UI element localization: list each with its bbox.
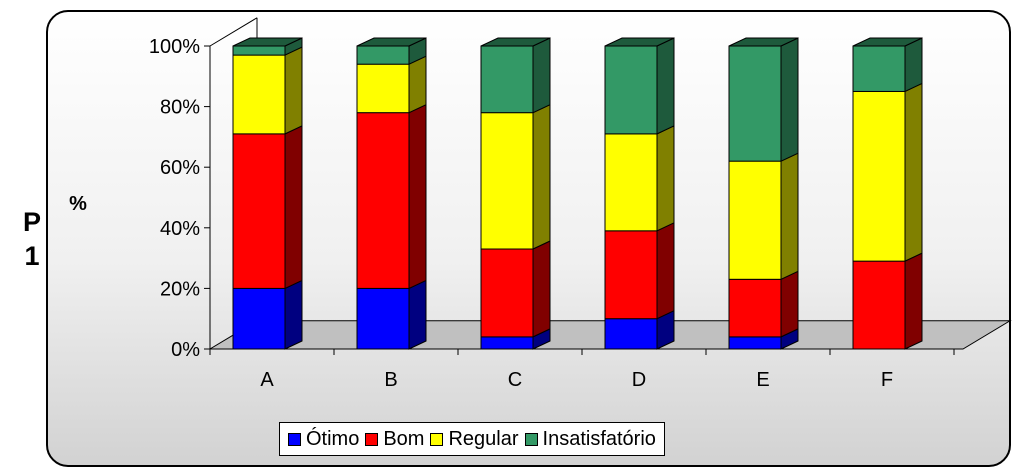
bar-c-regular	[480, 112, 534, 250]
legend: Ótimo Bom Regular Insatisfatório	[279, 422, 665, 456]
legend-swatch-otimo	[288, 432, 301, 446]
bar-d-bom-side	[656, 222, 675, 320]
bar-f-bom-side	[904, 252, 923, 350]
legend-swatch-bom	[365, 432, 379, 446]
bar-e-bom-side	[780, 270, 799, 338]
legend-swatch-insatisfatorio	[524, 432, 538, 446]
bar-stack-a	[232, 37, 303, 350]
bar-a-bom	[232, 133, 286, 289]
legend-swatch-regular	[430, 432, 444, 446]
x-tick-label: D	[632, 369, 646, 391]
side-label-line-2: 1	[24, 241, 40, 271]
bar-f-insatisfatorio	[852, 45, 906, 92]
bar-d-regular-side	[656, 125, 675, 232]
x-tick-label: B	[384, 369, 397, 391]
bar-stack-b	[356, 37, 427, 350]
y-axis-label: %	[69, 193, 87, 215]
y-tick-label: 60%	[160, 157, 200, 179]
y-tick-label: 0%	[171, 339, 200, 361]
bar-a-otimo	[232, 287, 286, 350]
bar-f-regular-side	[904, 82, 923, 262]
legend-label-insatisfatorio: Insatisfatório	[542, 427, 656, 450]
bar-e-insatisfatorio	[728, 45, 782, 162]
bar-f-top	[852, 37, 923, 47]
y-tick-label: 40%	[160, 218, 200, 240]
legend-label-bom: Bom	[383, 427, 425, 450]
bar-c-regular-side	[532, 103, 551, 250]
side-label-line-1: P	[22, 207, 41, 237]
bar-a-top	[232, 37, 303, 47]
bar-c-bom-side	[532, 240, 551, 338]
x-tick-label: E	[756, 369, 769, 391]
bar-e-bom	[728, 278, 782, 338]
bar-c-bom	[480, 248, 534, 338]
bar-b-top	[356, 37, 427, 47]
bar-d-regular	[604, 133, 658, 232]
bar-a-regular	[232, 54, 286, 135]
bar-stack-d	[604, 37, 675, 350]
legend-label-regular: Regular	[448, 427, 519, 450]
bar-e-top	[728, 37, 799, 47]
bar-f-bom	[852, 260, 906, 350]
bar-a-otimo-side	[284, 279, 303, 350]
bar-d-insatisfatorio	[604, 45, 658, 135]
bar-b-otimo	[356, 287, 410, 350]
bar-e-otimo	[728, 336, 782, 350]
bar-c-insatisfatorio-side	[532, 37, 551, 114]
bar-d-bom	[604, 230, 658, 320]
x-tick-label: F	[881, 369, 893, 391]
bar-b-bom-side	[408, 103, 427, 290]
bar-b-regular-side	[408, 55, 427, 114]
bar-stack-c	[480, 37, 551, 350]
bar-stack-f	[852, 37, 923, 350]
x-tick-label: A	[260, 369, 274, 391]
bar-c-otimo	[480, 336, 534, 350]
x-tick-label: C	[508, 369, 522, 391]
bar-b-bom	[356, 112, 410, 289]
y-tick-label: 80%	[160, 97, 200, 119]
legend-item-insatisfatorio: Insatisfatório	[524, 427, 656, 451]
bar-b-otimo-side	[408, 279, 427, 350]
bar-b-regular	[356, 63, 410, 114]
bar-a-regular-side	[284, 46, 303, 135]
back-wall-top-edge	[209, 17, 258, 47]
bar-e-regular-side	[780, 152, 799, 281]
y-tick-label: 100%	[149, 36, 200, 58]
y-tick-label: 20%	[160, 278, 200, 300]
bar-e-insatisfatorio-side	[780, 37, 799, 162]
bar-a-bom-side	[284, 125, 303, 290]
bar-e-regular	[728, 160, 782, 280]
legend-label-otimo: Ótimo	[306, 427, 360, 450]
bar-f-regular	[852, 90, 906, 262]
bar-f-insatisfatorio-side	[904, 37, 923, 93]
legend-item-otimo: Ótimo	[288, 428, 359, 451]
legend-item-bom: Bom	[365, 428, 424, 451]
bar-c-insatisfatorio	[480, 45, 534, 114]
bar-c-top	[480, 37, 551, 47]
legend-item-regular: Regular	[430, 427, 519, 451]
bar-a-insatisfatorio	[232, 45, 286, 56]
bar-d-insatisfatorio-side	[656, 37, 675, 135]
bar-stack-e	[728, 37, 799, 350]
bar-d-otimo	[604, 318, 658, 350]
bar-b-insatisfatorio	[356, 45, 410, 65]
side-label: P 1	[14, 205, 50, 273]
bar-d-top	[604, 37, 675, 47]
